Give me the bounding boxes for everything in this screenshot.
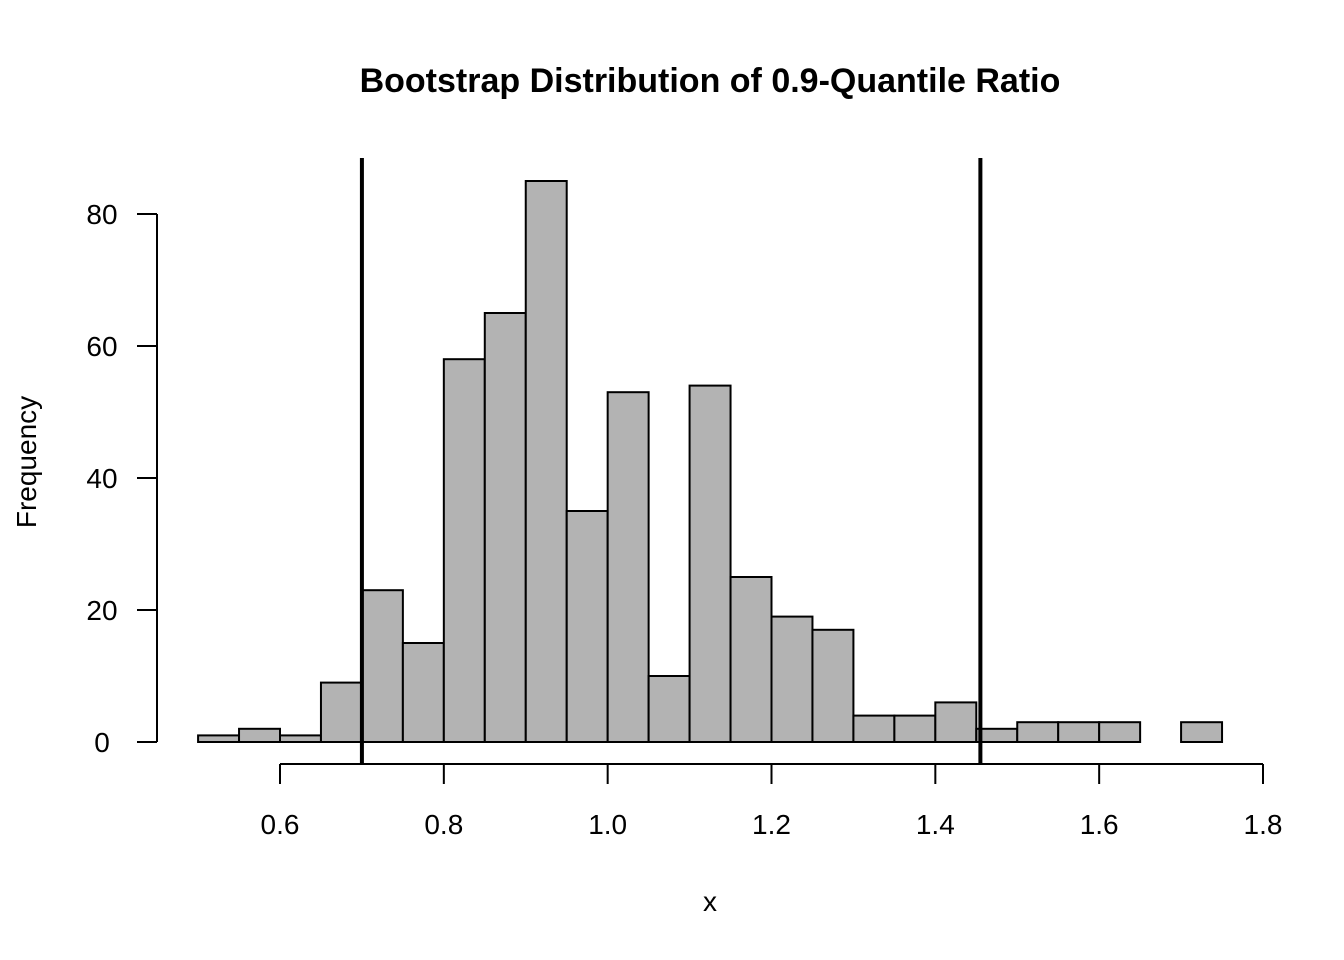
x-tick-label: 1.8 bbox=[1244, 809, 1283, 840]
chart-title: Bootstrap Distribution of 0.9-Quantile R… bbox=[360, 62, 1061, 100]
x-tick-label: 1.6 bbox=[1080, 809, 1119, 840]
x-tick-label: 1.0 bbox=[588, 809, 627, 840]
x-axis-title: x bbox=[703, 886, 717, 917]
x-tick-label: 1.2 bbox=[752, 809, 791, 840]
histogram-bar bbox=[1180, 721, 1224, 744]
histogram-bar bbox=[360, 589, 404, 744]
histogram-bar bbox=[852, 714, 896, 743]
histogram-bar bbox=[893, 714, 937, 743]
histogram-bar bbox=[401, 642, 445, 743]
histogram-bar bbox=[647, 675, 691, 743]
histogram-bar bbox=[1057, 721, 1101, 744]
histogram-bar bbox=[442, 358, 486, 743]
histogram-bar bbox=[770, 615, 814, 743]
histogram-bar bbox=[279, 734, 322, 744]
histogram-bar bbox=[319, 681, 363, 743]
y-tick-label: 0 bbox=[94, 727, 110, 758]
y-axis-title: Frequency bbox=[11, 396, 42, 528]
histogram-bar bbox=[565, 510, 609, 743]
histogram-bar bbox=[483, 312, 527, 743]
histogram-bar bbox=[197, 734, 241, 744]
y-tick-label: 20 bbox=[86, 595, 117, 626]
reference-lines bbox=[359, 158, 983, 764]
histogram-bar bbox=[238, 727, 282, 743]
histogram-bar bbox=[1098, 721, 1142, 744]
histogram-bar bbox=[688, 384, 732, 743]
y-tick-label: 60 bbox=[86, 331, 117, 362]
histogram-bar bbox=[1016, 721, 1060, 744]
histogram-bar bbox=[811, 628, 855, 743]
x-tick-label: 1.4 bbox=[916, 809, 955, 840]
x-axis: 0.6 0.8 1.0 1.2 1.4 1.6 1.8 bbox=[261, 763, 1283, 840]
histogram-bar bbox=[729, 576, 773, 743]
x-tick-label: 0.8 bbox=[424, 809, 463, 840]
y-tick-label: 80 bbox=[86, 199, 117, 230]
histogram-bar bbox=[524, 180, 568, 743]
y-axis: 0 20 40 60 80 bbox=[86, 199, 158, 758]
histogram-bars bbox=[197, 180, 1224, 744]
x-tick-label: 0.6 bbox=[261, 809, 300, 840]
histogram-bar bbox=[606, 391, 650, 743]
histogram-bar bbox=[934, 701, 978, 744]
histogram-bar bbox=[975, 727, 1019, 743]
y-tick-label: 40 bbox=[86, 463, 117, 494]
